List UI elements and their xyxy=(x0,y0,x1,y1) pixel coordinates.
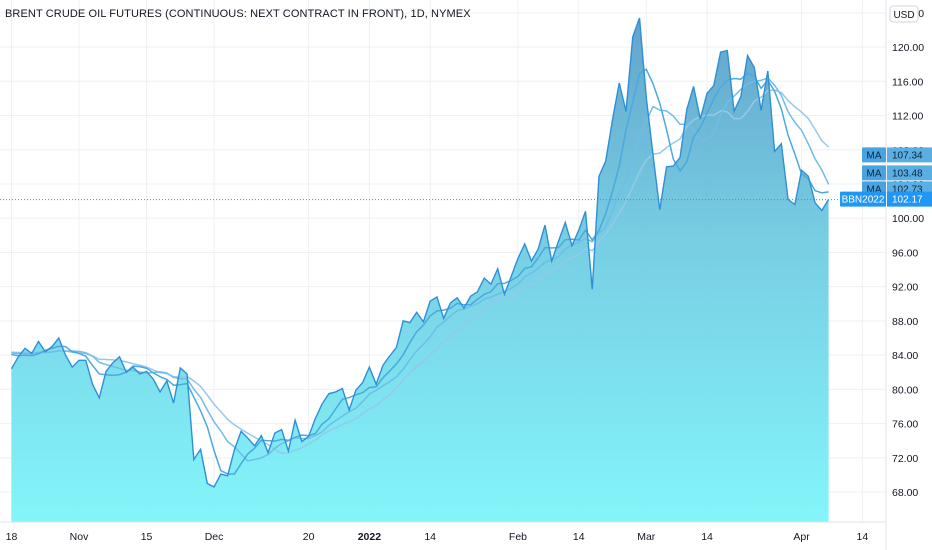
y-tick-label: 116.00 xyxy=(892,76,923,88)
y-tick-label: 96.00 xyxy=(892,247,918,259)
ma-line-1 xyxy=(11,89,830,455)
tag-value: 103.48 xyxy=(892,168,923,179)
x-tick-label: Nov xyxy=(70,531,89,543)
y-tick-label: 76.00 xyxy=(892,419,918,431)
tag-value: 107.34 xyxy=(892,150,923,161)
y-tick-label: 112.00 xyxy=(892,111,923,123)
tag-name: MA xyxy=(867,184,882,195)
y-tick-label: 88.00 xyxy=(892,316,918,328)
x-tick-label: 2022 xyxy=(358,531,382,543)
chart-title: BRENT CRUDE OIL FUTURES (CONTINUOUS: NEX… xyxy=(5,8,471,20)
x-tick-label: Apr xyxy=(793,531,810,543)
tag-name: MA xyxy=(867,150,882,161)
x-tick-label: Dec xyxy=(205,531,224,543)
tag-name: MA xyxy=(867,168,882,179)
last-price-tag: BBN2022 102.17 xyxy=(840,191,932,207)
price-tags: MA 107.34 MA 103.48 MA 102.73 BBN2022 102.17 xyxy=(840,147,932,207)
y-tick-label: 80.00 xyxy=(892,384,918,396)
price-area-fill xyxy=(11,17,829,522)
y-tick-label: 84.00 xyxy=(892,350,918,362)
x-tick-label: 14 xyxy=(857,531,869,543)
tag-name: BBN2022 xyxy=(842,195,885,206)
ma-line-3 xyxy=(11,68,829,475)
price-line xyxy=(10,17,830,488)
plot-area xyxy=(0,17,886,522)
x-tick-label: 14 xyxy=(424,531,436,543)
y-tick-label: 100.00 xyxy=(892,213,924,225)
x-tick-label: 15 xyxy=(141,531,153,543)
price-axis[interactable]: 124.00120.00116.00112.00108.00104.00100.… xyxy=(892,8,924,499)
time-axis[interactable]: 18 Nov 15 Dec 20 2022 14 Feb 14 Mar 14 Apr 14 xyxy=(6,531,869,543)
y-tick-label: 120.00 xyxy=(892,42,924,54)
ma-tag: MA 107.34 xyxy=(862,147,932,163)
y-tick-label: 92.00 xyxy=(892,282,918,294)
y-tick-label: 72.00 xyxy=(892,453,918,465)
x-tick-label: 20 xyxy=(303,531,315,543)
tag-value: 102.17 xyxy=(892,195,923,206)
tag-value: 102.73 xyxy=(892,184,923,195)
ma-tag: MA 103.48 xyxy=(862,165,932,181)
y-tick-label: 68.00 xyxy=(892,487,918,499)
x-tick-label: 14 xyxy=(701,531,713,543)
currency-badge[interactable]: USD xyxy=(889,5,919,23)
x-tick-label: 18 xyxy=(6,531,18,543)
x-tick-label: 14 xyxy=(573,531,585,543)
x-tick-label: Mar xyxy=(637,531,656,543)
currency-label: USD xyxy=(893,10,914,21)
x-tick-label: Feb xyxy=(509,531,527,543)
